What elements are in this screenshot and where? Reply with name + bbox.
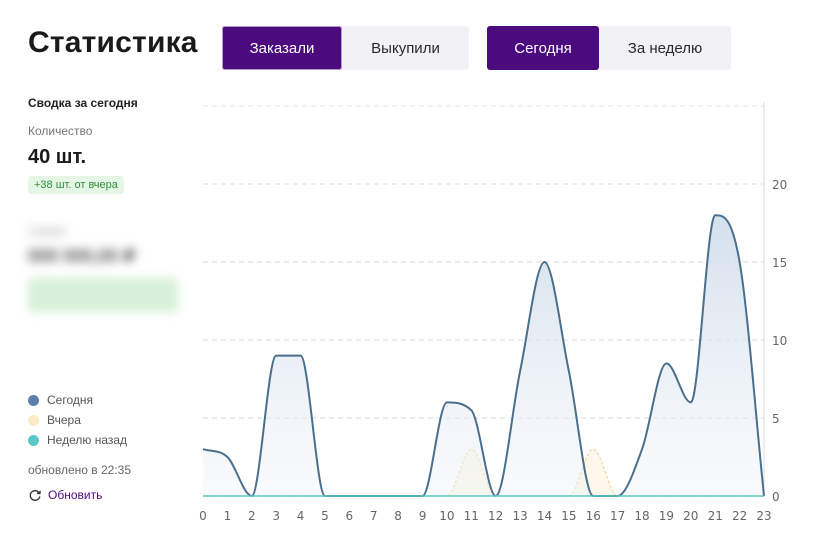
- x-tick-label-3: 3: [272, 509, 280, 523]
- x-tick-label-6: 6: [346, 509, 354, 523]
- legend-dot-yesterday: [28, 414, 39, 426]
- legend-dot-week-ago: [28, 434, 39, 446]
- x-tick-label-1: 1: [224, 509, 232, 523]
- x-tick-label-4: 4: [297, 509, 305, 523]
- page-title: Статистика: [28, 26, 198, 59]
- legend-item-week-ago: Неделю назад: [28, 430, 127, 450]
- x-tick-label-20: 20: [683, 509, 698, 523]
- x-tick-label-0: 0: [199, 509, 207, 523]
- refresh-button[interactable]: Обновить: [28, 488, 102, 502]
- summary-title: Сводка за сегодня: [28, 96, 138, 110]
- blurred-label: Сумма: [28, 224, 66, 238]
- tab-bought-out[interactable]: Выкупили: [371, 39, 440, 57]
- x-tick-label-12: 12: [488, 509, 503, 523]
- x-tick-label-9: 9: [419, 509, 427, 523]
- quantity-label: Количество: [28, 124, 93, 138]
- series-today-line: [202, 214, 765, 498]
- blurred-value: 000 000,00 ₽: [28, 246, 136, 266]
- legend-dot-today: [28, 394, 39, 406]
- x-tick-label-23: 23: [756, 509, 771, 523]
- y-tick-label-10: 10: [772, 334, 787, 348]
- x-tick-label-11: 11: [464, 509, 479, 523]
- x-tick-label-22: 22: [732, 509, 747, 523]
- blurred-badge: [28, 278, 178, 312]
- tab-ordered[interactable]: Заказали: [222, 26, 342, 70]
- x-tick-label-2: 2: [248, 509, 256, 523]
- x-tick-label-15: 15: [561, 509, 576, 523]
- tab-week[interactable]: За неделю: [627, 39, 703, 57]
- x-tick-label-8: 8: [394, 509, 402, 523]
- chart-legend: Сегодня Вчера Неделю назад: [28, 390, 127, 450]
- x-tick-label-17: 17: [610, 509, 625, 523]
- legend-label-yesterday: Вчера: [47, 413, 81, 427]
- x-tick-label-18: 18: [634, 509, 649, 523]
- metric-switch: Заказали Выкупили: [222, 26, 469, 70]
- legend-label-today: Сегодня: [47, 393, 93, 407]
- x-tick-label-19: 19: [659, 509, 674, 523]
- y-tick-label-0: 0: [772, 490, 780, 504]
- legend-item-today: Сегодня: [28, 390, 127, 410]
- refresh-label: Обновить: [48, 488, 103, 502]
- x-tick-label-7: 7: [370, 509, 378, 523]
- updated-timestamp: обновлено в 22:35: [28, 463, 131, 477]
- x-tick-label-14: 14: [537, 509, 552, 523]
- y-tick-label-15: 15: [772, 256, 787, 270]
- legend-item-yesterday: Вчера: [28, 410, 127, 430]
- quantity-delta-badge: +38 шт. от вчера: [28, 176, 124, 194]
- x-tick-label-5: 5: [321, 509, 329, 523]
- x-tick-label-16: 16: [586, 509, 601, 523]
- tab-today[interactable]: Сегодня: [487, 26, 599, 70]
- refresh-icon: [29, 489, 41, 501]
- quantity-value: 40 шт.: [28, 146, 87, 168]
- period-switch: Сегодня За неделю: [487, 26, 731, 70]
- x-tick-label-10: 10: [439, 509, 454, 523]
- legend-label-week-ago: Неделю назад: [47, 433, 128, 447]
- x-tick-label-21: 21: [708, 509, 723, 523]
- y-tick-label-20: 20: [772, 178, 787, 192]
- y-tick-label-5: 5: [772, 412, 780, 426]
- x-tick-label-13: 13: [512, 509, 527, 523]
